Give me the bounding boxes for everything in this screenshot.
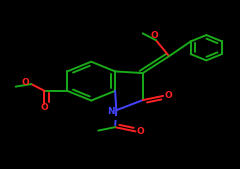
Text: O: O bbox=[41, 103, 48, 112]
Text: O: O bbox=[151, 31, 159, 40]
Text: O: O bbox=[21, 78, 29, 87]
Text: O: O bbox=[137, 127, 145, 136]
Text: O: O bbox=[164, 91, 172, 100]
Text: N: N bbox=[107, 107, 115, 116]
